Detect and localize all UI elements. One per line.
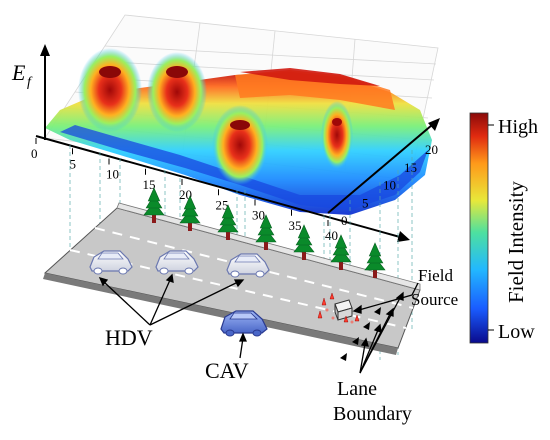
cav-label: CAV	[205, 358, 249, 383]
field-surface	[45, 48, 432, 215]
x-tick-label: 10	[106, 167, 119, 182]
colorbar: High Low Field Intensity	[469, 112, 538, 344]
x-tick-label: 40	[325, 228, 338, 243]
field-peak-3-top	[230, 120, 250, 130]
y-tick-label: 20	[425, 142, 438, 157]
y-tick-label: 15	[404, 160, 417, 175]
colorbar-high-label: High	[498, 116, 538, 138]
road-edge	[43, 273, 398, 355]
z-axis-arrow	[40, 44, 50, 56]
z-axis-label: E f	[11, 60, 33, 90]
field-peak-1-top	[99, 66, 121, 78]
x-tick-label: 25	[216, 197, 229, 212]
colorbar-low-label: Low	[498, 321, 535, 343]
tree	[255, 214, 277, 250]
surface-ridge-top	[240, 68, 380, 86]
field-peak-2-top	[166, 66, 188, 78]
field-source-label-line2: Source	[411, 290, 458, 309]
y-tick-label: 10	[383, 178, 396, 193]
surface-low-band	[60, 125, 428, 210]
lane-boundary-label-line2: Boundary	[333, 403, 412, 425]
x-tick-label: 15	[143, 177, 156, 192]
y-tick-label: 5	[362, 195, 369, 210]
field-peak-4	[321, 101, 353, 169]
z-axis-label-sub: f	[27, 75, 33, 90]
tree	[143, 187, 165, 223]
colorbar-title: Field Intensity	[504, 181, 528, 303]
tree	[217, 204, 239, 240]
field-source-obstacle	[317, 292, 360, 324]
x-tick-label: 0	[31, 146, 38, 161]
x-axis	[35, 135, 401, 238]
tree	[364, 242, 386, 278]
y-axis	[327, 124, 433, 214]
cav-car	[220, 310, 268, 337]
x-tick-label: 30	[252, 208, 265, 223]
z-axis-label-main: E	[11, 60, 26, 85]
annotation-arrows	[98, 273, 419, 374]
road	[43, 202, 421, 355]
plot-axes	[35, 44, 440, 242]
field-source-label-line1: Field	[418, 266, 453, 285]
diagram-labels: Field Source HDV CAV Lane Boundary	[105, 266, 458, 425]
hdv-car-2	[155, 250, 199, 275]
hdv-label: HDV	[105, 325, 153, 350]
y-axis-ticks: 05 10 15 20	[341, 142, 438, 228]
x-tick-label: 5	[70, 156, 77, 171]
tree	[293, 224, 315, 260]
traffic-cones	[317, 292, 360, 323]
road-back-edge	[116, 202, 421, 291]
tree	[179, 195, 201, 231]
field-peak-1	[78, 48, 142, 132]
lane-boundary-label-line1: Lane	[337, 378, 377, 400]
colorbar-gradient	[469, 112, 489, 344]
tree	[330, 234, 352, 270]
y-tick-label: 0	[341, 213, 348, 228]
field-peak-4-top	[332, 118, 342, 126]
field-peak-2	[147, 52, 207, 132]
field-peak-3	[212, 105, 268, 185]
roadside-trees	[143, 187, 386, 278]
lane-boundary-markers	[340, 307, 381, 361]
x-tick-label: 35	[289, 218, 302, 233]
hdv-car-3	[226, 253, 270, 278]
y-axis-arrow	[428, 118, 440, 131]
hdv-car-1	[89, 250, 133, 275]
x-axis-arrow	[397, 231, 410, 242]
